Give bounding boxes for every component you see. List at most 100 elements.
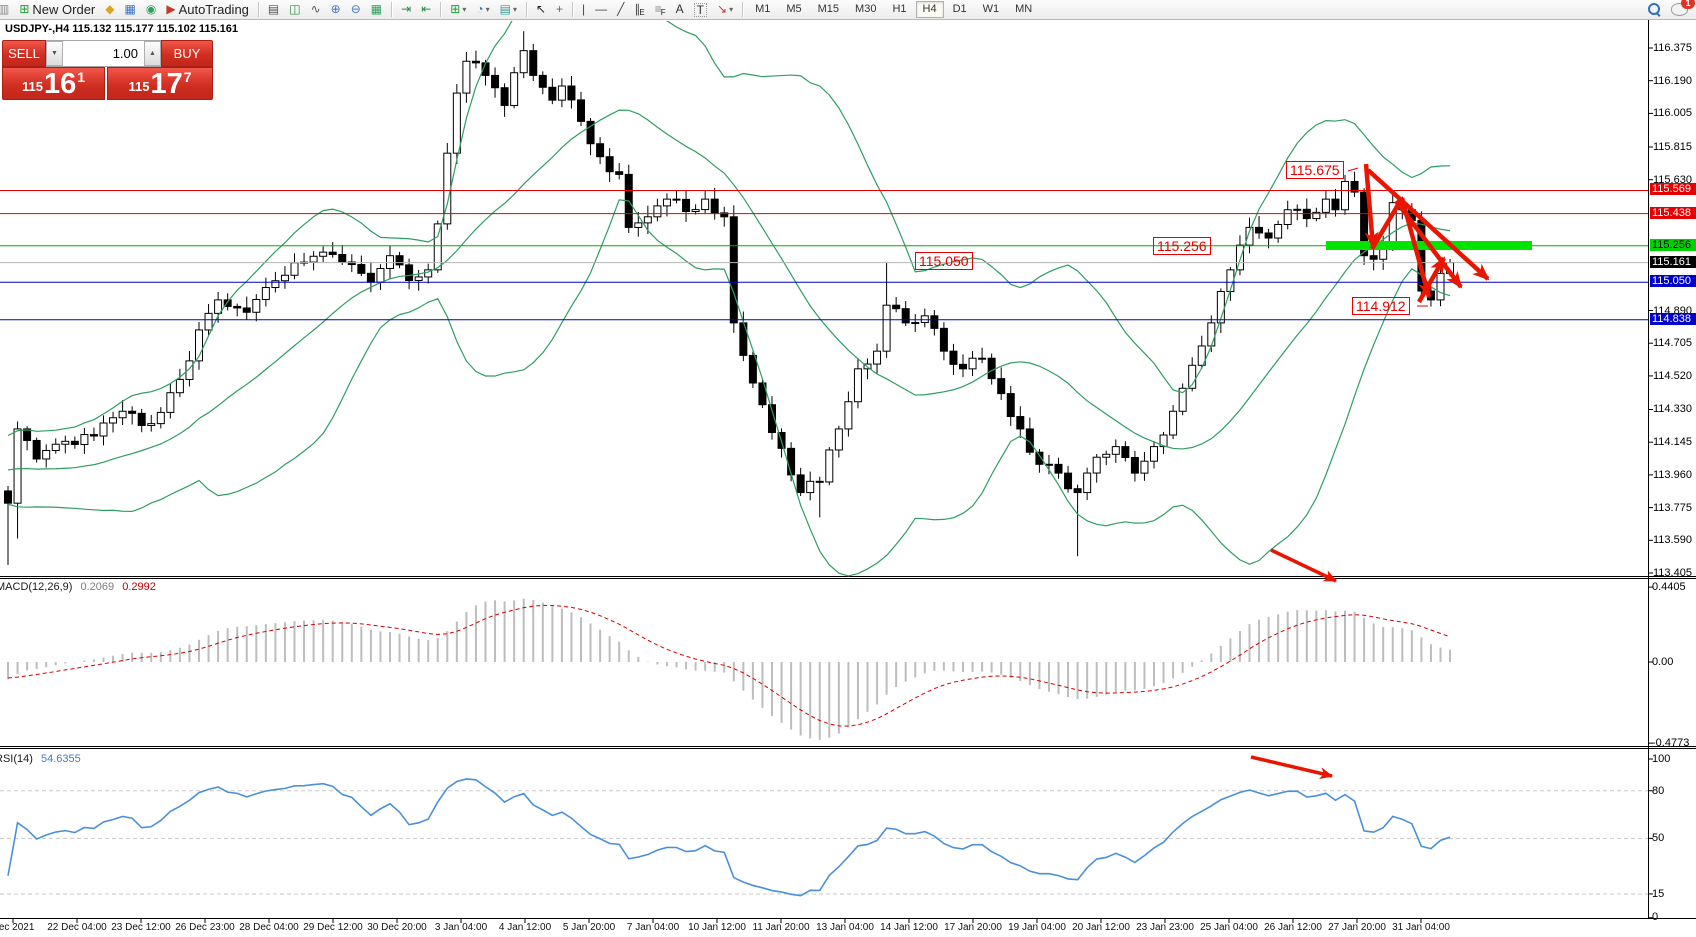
bull-candle [1111, 446, 1120, 455]
text-label-button[interactable]: T [690, 0, 711, 19]
sell-button[interactable]: SELL [2, 40, 46, 67]
chevron-down-icon: ▾ [485, 5, 490, 14]
buy-price-big: 17 [150, 68, 183, 100]
timeframe-d1-button[interactable]: D1 [952, 3, 967, 15]
autotrading-icon: ▶ [166, 2, 176, 16]
volume-decrease-button[interactable]: ▼ [46, 41, 63, 66]
channel-button[interactable]: ∥ E [630, 0, 648, 19]
navigator-button[interactable]: ◉ [142, 0, 160, 19]
red-arrow [1394, 199, 1463, 289]
search-icon[interactable] [1648, 3, 1661, 16]
price-tick: 116.375 [1653, 42, 1692, 54]
auto-scroll-button[interactable]: ⇥ [397, 0, 415, 19]
crosshair-button[interactable]: + [552, 0, 567, 19]
timeframe-h1-button[interactable]: H1 [892, 3, 907, 15]
trend-arrows[interactable] [1250, 163, 1490, 780]
bull-candle [147, 423, 156, 426]
volume-increase-button[interactable]: ▲ [144, 41, 161, 66]
macd-signal-line [7, 604, 1451, 727]
new-chart-icon: ⊞ [450, 2, 461, 16]
bull-candle [1283, 209, 1292, 225]
new-chart-button[interactable]: ⊞ ▾ [446, 0, 470, 19]
bear-candle [405, 264, 414, 281]
sell-price-prefix: 115 [21, 79, 43, 94]
timeframe-m1-button[interactable]: M1 [755, 3, 771, 15]
timeframe-m15-button[interactable]: M15 [817, 3, 840, 15]
arrows-tool-button[interactable]: ↘ ▾ [713, 0, 737, 19]
zoom-out-button[interactable]: ⊖ [347, 0, 365, 19]
timeframe-h4-button[interactable]: H4 [915, 1, 944, 18]
chart-ohlc-title: USDJPY-,H4 115.132 115.177 115.102 115.1… [5, 23, 239, 35]
price-tick: 114.145 [1653, 436, 1692, 449]
timeframe-m30-button[interactable]: M30 [855, 3, 877, 15]
templates-button[interactable]: ▤ ▾ [496, 0, 521, 19]
rsi-value: 54.6355 [40, 753, 81, 765]
autotrading-button[interactable]: ▶ AutoTrading [162, 0, 253, 19]
price-level-badge-115.050: 115.050 [1650, 275, 1696, 288]
bear-candle [32, 439, 41, 460]
bull-candle [319, 251, 328, 257]
bear-candle [538, 74, 547, 88]
bar-chart-button[interactable]: ▤ [264, 0, 283, 19]
price-tick: 114.705 [1653, 337, 1692, 350]
horizontal-line-button[interactable]: — [591, 0, 611, 19]
buy-price[interactable]: 115 17 7 [107, 67, 213, 100]
buy-button[interactable]: BUY [161, 40, 213, 67]
bull-candle [853, 368, 862, 403]
bull-candle [1312, 211, 1321, 220]
sell-price-big: 16 [43, 68, 77, 100]
price-label-115050[interactable]: 115.050 [915, 252, 973, 270]
fibonacci-button-sub: F [660, 8, 666, 17]
bull-candle [214, 299, 223, 314]
bear-candle [242, 307, 251, 313]
bear-candle [978, 357, 987, 360]
bar-chart-icon: ▤ [267, 2, 280, 16]
notifications-badge: 1 [1681, 0, 1695, 9]
bear-candle [605, 156, 614, 173]
bear-candle [1369, 255, 1378, 260]
timeframe-w1-button[interactable]: W1 [982, 3, 1000, 15]
price-tick: 113.590 [1653, 534, 1692, 547]
charts-toggle-icon[interactable]: ▥ [0, 0, 13, 19]
price-label-115256[interactable]: 115.256 [1153, 237, 1211, 255]
trendline-icon: ╱ [617, 2, 625, 16]
line-chart-button[interactable]: ∿ [307, 0, 325, 19]
zoom-in-button[interactable]: ⊕ [327, 0, 345, 19]
notifications-button[interactable]: 1 [1671, 0, 1695, 16]
market-watch-button[interactable]: ◆ [101, 0, 118, 19]
bull-candle [1207, 322, 1216, 347]
bull-candle [1092, 456, 1101, 474]
cursor-button[interactable]: ↖ [532, 0, 550, 19]
bull-candle [920, 315, 929, 324]
new-order-button[interactable]: ⊞ New Order [15, 0, 99, 19]
price-tick: 116.005 [1653, 107, 1692, 120]
data-window-button[interactable]: ▦ [121, 0, 140, 19]
fibonacci-button[interactable]: ≡ F [651, 0, 670, 19]
price-level-badge-114.838: 114.838 [1650, 312, 1696, 325]
bear-candle [892, 304, 901, 310]
timeframe-mn-button[interactable]: MN [1015, 3, 1033, 15]
sell-price[interactable]: 115 16 1 [2, 67, 106, 100]
vertical-line-button[interactable]: | [578, 0, 589, 19]
buy-price-sup: 7 [183, 69, 192, 85]
candlestick-chart-button[interactable]: ◫ [285, 0, 304, 19]
bear-candle [720, 212, 729, 218]
bull-candle [1197, 345, 1206, 366]
fibonacci-icon: ≡ [654, 2, 662, 16]
price-label-115675[interactable]: 115.675 [1286, 161, 1344, 179]
profiles-button[interactable]: ◔ ▾ [472, 0, 493, 19]
chart-shift-icon: ⇤ [421, 2, 432, 16]
bull-candle [452, 92, 461, 154]
chart-shift-button[interactable]: ⇤ [417, 0, 435, 19]
bull-candle [290, 262, 299, 276]
trendline-button[interactable]: ╱ [613, 0, 628, 19]
tile-windows-button[interactable]: ▦ [367, 0, 386, 19]
bull-candle [643, 216, 652, 224]
tile-windows-icon: ▦ [370, 2, 383, 16]
price-label-114912[interactable]: 114.912 [1352, 297, 1410, 315]
timeframe-m5-button[interactable]: M5 [786, 3, 802, 15]
text-button[interactable]: A [672, 0, 688, 19]
volume-input[interactable] [63, 41, 144, 66]
bull-candle [1245, 226, 1254, 246]
